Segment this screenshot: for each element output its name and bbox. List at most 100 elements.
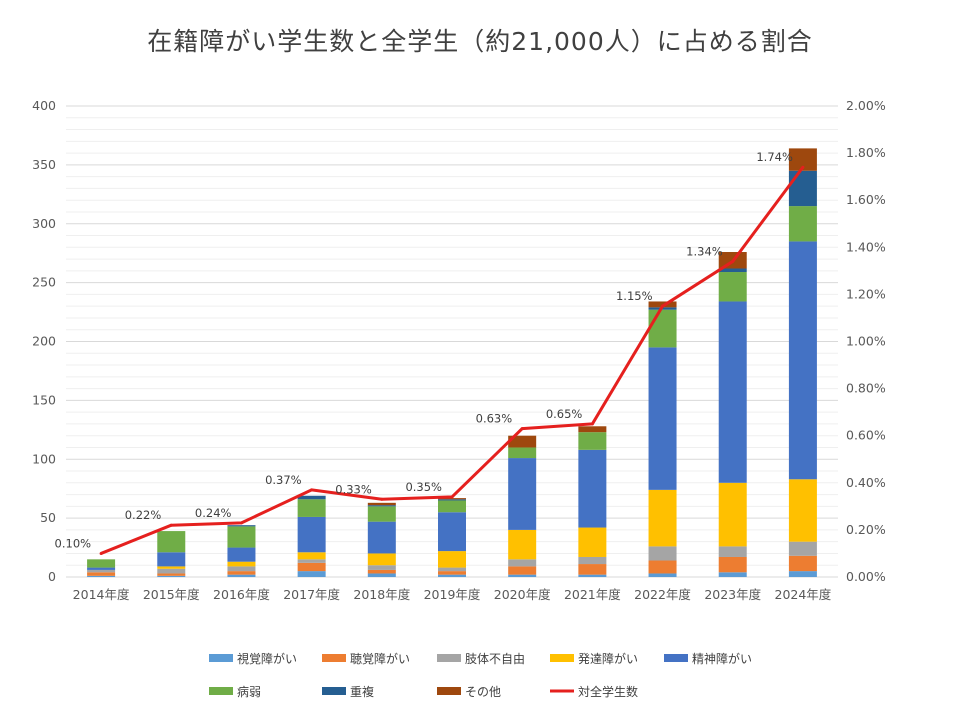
bar-segment	[788, 170, 817, 207]
bar-segment	[788, 148, 817, 171]
legend-label: 肢体不自由	[465, 651, 525, 666]
x-tick-label: 2015年度	[143, 587, 200, 602]
bar-segment	[297, 499, 326, 517]
bar-segment	[367, 553, 396, 566]
ratio-point	[661, 304, 665, 308]
bar-segment	[227, 561, 256, 567]
bar-segment	[578, 426, 607, 433]
bar-segment	[648, 309, 677, 348]
bar-segment	[367, 506, 396, 522]
bar-segment	[367, 521, 396, 554]
x-tick-label: 2023年度	[704, 587, 761, 602]
ratio-line: 0.10% 0.22% 0.24% 0.37% 0.33% 0.35% 0.63% 0.65%…	[55, 150, 805, 555]
bar-segment	[788, 241, 817, 480]
y2-tick-label: 0.20%	[846, 522, 886, 537]
legend-label: 病弱	[237, 684, 261, 699]
gridlines	[66, 105, 838, 578]
bar-segment	[718, 482, 747, 547]
bar-segment	[157, 531, 186, 553]
bar-segment	[648, 546, 677, 561]
bar-segment	[297, 571, 326, 577]
bar-segment	[718, 301, 747, 483]
bar-segment	[367, 565, 396, 570]
ratio-data-label: 0.35%	[405, 480, 442, 494]
bar-segment	[578, 432, 607, 450]
bar-segment	[87, 575, 116, 577]
bar-segment	[87, 569, 116, 573]
bar-segment	[438, 571, 466, 575]
ratio-point	[520, 427, 524, 431]
ratio-data-label: 0.37%	[265, 473, 302, 487]
legend-swatch	[322, 687, 346, 695]
ratio-data-label: 1.34%	[686, 244, 723, 258]
bar-segment	[227, 574, 256, 577]
bar-segment	[157, 552, 186, 567]
bar-segment	[157, 573, 186, 576]
ratio-point	[731, 259, 735, 263]
y2-tick-label: 0.00%	[846, 569, 886, 584]
x-tick-label: 2014年度	[73, 587, 130, 602]
ratio-data-label: 0.33%	[335, 482, 372, 496]
bar-segment	[367, 569, 396, 574]
y-tick-label: 50	[40, 510, 56, 525]
x-tick-label: 2017年度	[283, 587, 340, 602]
ratio-point	[590, 422, 594, 426]
bar-segment	[508, 566, 537, 575]
bar-segment	[578, 527, 607, 557]
ratio-data-label: 0.10%	[55, 536, 92, 550]
ratio-point	[169, 523, 173, 527]
y2-tick-label: 1.40%	[846, 239, 886, 254]
legend-swatch	[664, 654, 688, 662]
y-tick-label: 200	[32, 334, 56, 349]
legend-swatch	[209, 687, 233, 695]
bar-segment	[788, 541, 817, 556]
legend-swatch	[550, 654, 574, 662]
bar-segment	[508, 458, 537, 530]
y2-tick-label: 2.00%	[846, 98, 886, 113]
bar-segment	[227, 571, 256, 575]
bar-segment	[718, 556, 747, 573]
bar-segment	[297, 562, 326, 572]
ratio-point	[99, 551, 103, 555]
legend-label: 重複	[350, 684, 374, 699]
ratio-data-label: 0.22%	[125, 508, 162, 522]
bar-segment	[157, 566, 186, 569]
bar-segment	[367, 573, 396, 577]
ratio-point	[310, 488, 314, 492]
y-tick-label: 400	[32, 98, 56, 113]
bar-segment	[788, 479, 817, 542]
bar-segment	[788, 206, 817, 242]
legend-swatch	[322, 654, 346, 662]
bar-segment	[297, 516, 326, 553]
legend-label: 視覚障がい	[237, 651, 297, 666]
ratio-point	[801, 165, 805, 169]
bar-segment	[578, 574, 607, 577]
bar-segment	[367, 502, 396, 506]
ratio-data-label: 1.15%	[616, 289, 653, 303]
ratio-data-label: 0.24%	[195, 506, 232, 520]
bar-segment	[438, 498, 466, 500]
ratio-data-label: 1.74%	[756, 150, 793, 164]
x-tick-label: 2019年度	[424, 587, 481, 602]
ratio-data-label: 0.65%	[546, 407, 583, 421]
bar-segment	[87, 572, 116, 576]
bar-segment	[227, 526, 256, 548]
y2-tick-label: 1.20%	[846, 286, 886, 301]
ratio-point	[239, 521, 243, 525]
bar-segment	[718, 572, 747, 577]
legend-swatch	[209, 654, 233, 662]
ratio-point	[450, 495, 454, 499]
bar-segment	[227, 525, 256, 527]
bar-segment	[718, 546, 747, 557]
bar-segment	[438, 500, 466, 513]
y2-tick-label: 1.00%	[846, 334, 886, 349]
bar-segment	[508, 435, 537, 448]
y-tick-label: 150	[32, 392, 56, 407]
bar-segment	[718, 268, 747, 273]
bar-segment	[648, 560, 677, 574]
x-tick-label: 2021年度	[564, 587, 621, 602]
legend-label: 精神障がい	[692, 651, 752, 666]
x-tick-label: 2020年度	[494, 587, 551, 602]
